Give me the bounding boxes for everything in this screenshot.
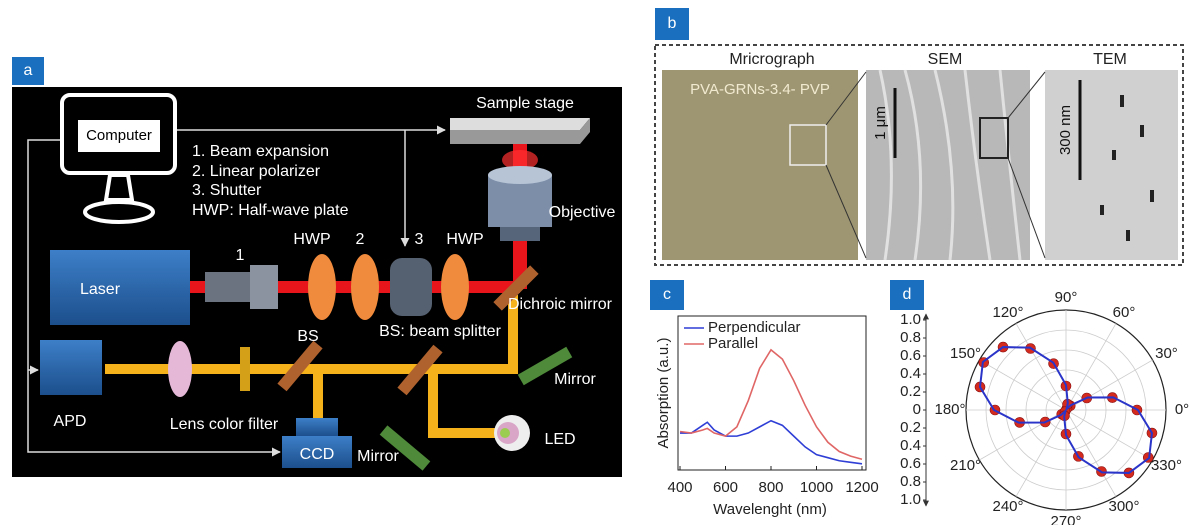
half-wave-plate xyxy=(441,254,469,320)
expander-number: 1 xyxy=(236,247,245,264)
image-title: TEM xyxy=(1093,51,1127,68)
led-core xyxy=(500,428,510,438)
radial-tick-label: 0.6 xyxy=(900,347,921,364)
angle-label: 90° xyxy=(1055,289,1078,306)
image-title: Mricrograph xyxy=(729,51,814,68)
stage-top xyxy=(450,118,590,130)
radial-tick-label: 1.0 xyxy=(900,491,921,508)
series-line xyxy=(680,421,862,464)
dichroic-mirror-label: Dichroic mirror xyxy=(508,296,613,313)
optical-micrograph xyxy=(662,70,858,260)
panel-label: d xyxy=(903,286,912,303)
panel-label: c xyxy=(663,286,671,303)
lens-filter-label: Lens color filter xyxy=(170,416,279,433)
image-title: SEM xyxy=(928,51,963,68)
radial-tick-label: 0 xyxy=(913,401,921,418)
polar-chart: 0° 30° 60° 90° 120° 150° 180° 210° 240° 270° 300° 3… xyxy=(900,289,1189,525)
mirror-label: Mirror xyxy=(357,448,399,465)
led-label: LED xyxy=(544,431,575,448)
x-tick-label: 1000 xyxy=(800,479,833,496)
angle-label: 120° xyxy=(992,304,1023,321)
radial-tick-label: 1.0 xyxy=(900,311,921,328)
angle-label: 210° xyxy=(950,457,981,474)
shutter-number: 3 xyxy=(415,231,424,248)
legend-text: 1. Beam expansion xyxy=(192,143,329,160)
beam-expander xyxy=(250,265,278,309)
angle-label: 0° xyxy=(1175,401,1189,418)
polarizer-number: 2 xyxy=(356,231,365,248)
radial-tick-label: 0.6 xyxy=(900,455,921,472)
legend-text: 3. Shutter xyxy=(192,182,262,199)
legend-text: HWP: Half-wave plate xyxy=(192,202,349,219)
scale-label: 300 nm xyxy=(1057,105,1074,155)
micrograph-panel: Mricrograph SEM TEM PVA-GRNs-3.4- PVP 1 … xyxy=(655,45,1183,265)
ccd-top xyxy=(296,418,338,436)
x-tick-label: 400 xyxy=(667,479,692,496)
computer-label: Computer xyxy=(86,127,152,144)
laser-label: Laser xyxy=(80,281,121,298)
radial-tick-label: 0.4 xyxy=(900,437,921,454)
legend-label: Perpendicular xyxy=(708,319,801,336)
angle-label: 60° xyxy=(1113,304,1136,321)
angle-label: 270° xyxy=(1050,513,1081,525)
sample-label: PVA-GRNs-3.4- PVP xyxy=(690,81,830,98)
x-tick-label: 800 xyxy=(758,479,783,496)
angle-label: 180° xyxy=(934,401,965,418)
panel-label: a xyxy=(24,62,33,79)
y-axis-label: Absorption (a.u.) xyxy=(655,338,672,449)
angle-label: 30° xyxy=(1155,345,1178,362)
angle-label: 300° xyxy=(1108,498,1139,515)
legend-label: Parallel xyxy=(708,335,758,352)
sample-stage-label: Sample stage xyxy=(476,95,574,112)
bs-note: BS: beam splitter xyxy=(379,323,502,340)
apd-label: APD xyxy=(54,413,87,430)
panel-label: b xyxy=(668,15,677,32)
angle-label: 330° xyxy=(1151,457,1182,474)
radial-tick-label: 0.8 xyxy=(900,329,921,346)
x-tick-label: 600 xyxy=(713,479,738,496)
objective-label: Objective xyxy=(549,204,616,221)
radial-tick-label: 0.4 xyxy=(900,365,921,382)
mirror-label: Mirror xyxy=(554,371,596,388)
radial-tick-label: 0.2 xyxy=(900,419,921,436)
tem-image xyxy=(1045,70,1178,260)
shutter xyxy=(390,258,432,316)
angle-label: 150° xyxy=(950,345,981,362)
polarizer xyxy=(351,254,379,320)
half-wave-plate xyxy=(308,254,336,320)
hwp-label: HWP xyxy=(446,231,483,248)
bs-label: BS xyxy=(297,328,318,345)
ccd-label: CCD xyxy=(300,446,335,463)
figure: a b c d Computer 1. Beam expansion 2. Li… xyxy=(0,0,1190,525)
scale-label: 1 μm xyxy=(872,106,889,140)
grid-spoke xyxy=(1066,410,1116,497)
beam-expander xyxy=(205,272,250,302)
absorption-chart: 400 600 800 1000 1200 Wavelenght (nm) Absorpti… xyxy=(655,316,879,518)
objective-top xyxy=(488,166,552,184)
hwp-label: HWP xyxy=(293,231,330,248)
legend-text: 2. Linear polarizer xyxy=(192,163,321,180)
lens xyxy=(168,341,192,397)
series-line xyxy=(680,350,862,459)
x-tick-label: 1200 xyxy=(845,479,878,496)
grid-spoke xyxy=(1016,323,1066,410)
color-filter xyxy=(240,347,250,391)
radial-tick-label: 0.8 xyxy=(900,473,921,490)
x-axis-label: Wavelenght (nm) xyxy=(713,501,827,518)
angle-label: 240° xyxy=(992,498,1023,515)
plot-frame xyxy=(678,316,866,470)
radial-tick-label: 0.2 xyxy=(900,383,921,400)
apd xyxy=(40,340,102,395)
objective-tip xyxy=(500,227,540,241)
setup-diagram: Computer 1. Beam expansion 2. Linear pol… xyxy=(12,87,622,477)
